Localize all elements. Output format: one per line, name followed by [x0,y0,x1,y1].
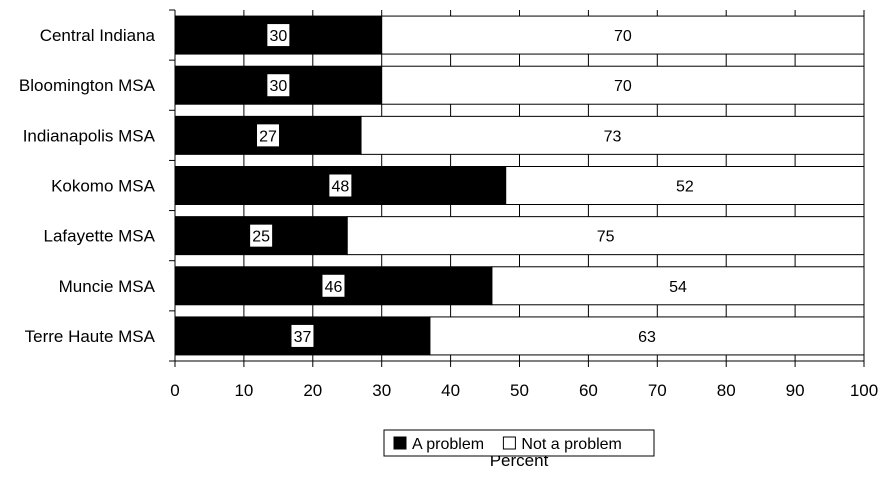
category-label: Muncie MSA [59,277,156,296]
bar-segment [360,115,865,155]
bar-segment [429,316,865,356]
legend: A problem Not a problem [383,429,655,457]
data-label: 54 [669,279,687,296]
bar-segment [505,166,865,205]
x-tick-label: 90 [786,381,805,400]
bar-segment [491,266,865,306]
x-tick-label: 0 [170,381,179,400]
data-label: 70 [614,78,632,95]
data-label-bg [322,274,345,297]
data-label-bg [257,124,280,147]
bar-segment [381,15,865,55]
data-label-bg [329,174,352,197]
category-label: Kokomo MSA [51,177,156,196]
category-label: Central Indiana [40,26,156,45]
category-label: Terre Haute MSA [25,327,156,346]
data-label: 48 [331,179,349,196]
data-label-bg [267,74,290,97]
data-label: 37 [294,329,312,346]
x-tick-label: 70 [648,381,667,400]
legend-swatch [393,436,407,450]
data-label: 63 [638,329,656,346]
legend-swatch [502,436,516,450]
labels: 0 10 20 30 40 50 60 70 80 90 100 30 70 Central Indian… [19,24,878,400]
legend-box [383,429,655,457]
data-label: 75 [597,229,615,246]
data-label-bg [291,324,314,347]
bars [174,15,865,356]
data-label-bg [267,24,290,47]
data-label: 25 [252,229,270,246]
x-tick-label: 60 [579,381,598,400]
data-label: 52 [676,179,694,196]
x-tick-label: 10 [234,381,253,400]
category-label: Lafayette MSA [43,227,155,246]
bar-segment [174,166,507,205]
data-label: 27 [259,128,277,145]
x-tick-label: 30 [372,381,391,400]
x-tick-label: 20 [303,381,322,400]
bar-segment [346,216,865,256]
x-tick-label: 80 [717,381,736,400]
data-label: 70 [614,28,632,45]
data-label: 46 [325,279,343,296]
x-tick-label: 40 [441,381,460,400]
axes [169,9,865,367]
data-label: 30 [269,28,287,45]
x-tick-label: 100 [850,381,878,400]
category-label: Bloomington MSA [19,76,156,95]
legend-label: Not a problem [521,436,622,453]
data-label: 30 [269,78,287,95]
bar-segment [381,65,865,105]
x-tick-label: 50 [510,381,529,400]
category-label: Indianapolis MSA [23,126,156,145]
legend-label: A problem [412,436,484,453]
data-label: 73 [604,128,622,145]
data-label-bg [250,224,273,247]
